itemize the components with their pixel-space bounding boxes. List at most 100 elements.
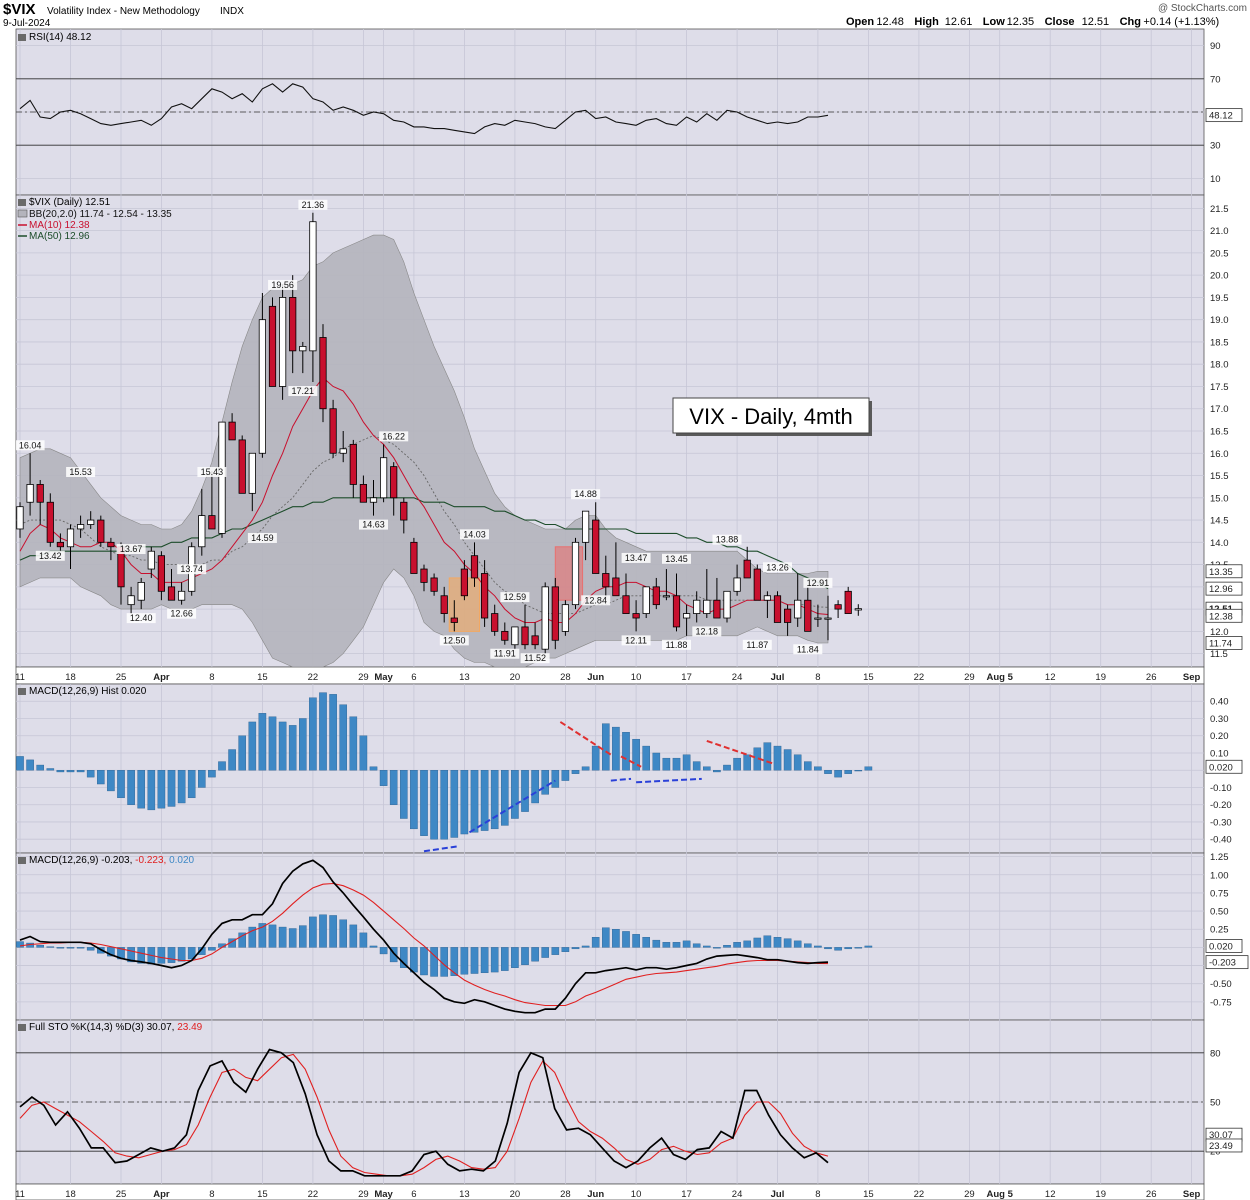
price-label-bg (621, 552, 651, 563)
ohlc-label-3: Close (1045, 16, 1075, 28)
chart-header: $VIX Volatility Index - New Methodology … (3, 1, 1247, 29)
macd-hist-bar (208, 947, 216, 951)
hist-bar (319, 692, 327, 771)
ohlc-value-0: 12.48 (876, 16, 904, 28)
price-label-bg (621, 635, 651, 646)
date-tick-label-bottom: 10 (631, 1189, 642, 1200)
hist-bar (218, 761, 226, 771)
date-tick-label: 11 (15, 672, 25, 683)
price-legend-bb: BB(20,2.0) 11.74 - 12.54 - 13.35 (29, 209, 172, 220)
legend-swatch (18, 34, 26, 41)
candle-body-down (470, 555, 479, 579)
panel-date-axis (15, 666, 1205, 685)
macd-hist-plot (16, 692, 873, 853)
price-1-tag: 12.96 (1209, 584, 1233, 595)
candle-body-down (501, 630, 509, 641)
ohlc-label-1: High (914, 16, 939, 28)
hist-y-tick: -0.10 (1210, 783, 1232, 794)
candle-body-up (683, 613, 691, 619)
candle (248, 452, 256, 512)
candle (97, 515, 105, 547)
hist-bar (783, 749, 792, 771)
macd-legend-part: -0.223, (132, 855, 166, 866)
candle-body-up (198, 515, 206, 548)
macd-hist-bar (763, 935, 772, 948)
macd-hist-bar (521, 947, 529, 966)
candle (309, 212, 317, 383)
legend-swatch (18, 857, 26, 864)
candle-body-down (844, 590, 852, 614)
price-data-label: 11.52 (524, 653, 546, 663)
macd-1-tag: -0.203 (1209, 958, 1236, 969)
candle (834, 600, 842, 619)
price-data-label: 19.56 (271, 280, 294, 290)
macd-hist-bar (490, 947, 499, 973)
macd-hist-bar (783, 938, 792, 948)
ma50-line (19, 497, 829, 590)
hist-bar (248, 721, 257, 771)
candle (480, 560, 489, 627)
hist-bar (56, 770, 65, 773)
macd-hist-bar (723, 945, 731, 948)
legend-swatch (18, 688, 26, 695)
hist-bar (96, 770, 105, 785)
macd-hist-bar (16, 941, 24, 948)
candle-body-down (36, 484, 44, 503)
date-tick-label-bottom: Jul (771, 1189, 785, 1200)
price-label-bg (712, 534, 742, 545)
macd-hist-bar (177, 947, 186, 962)
hist-bar (450, 770, 459, 838)
date-tick-label-bottom: Apr (153, 1189, 170, 1200)
candle-body-up (642, 586, 650, 614)
date-tick-label: 20 (510, 672, 521, 683)
hist-bar (602, 723, 610, 771)
macd-hist-bar (288, 928, 297, 948)
candle (602, 555, 610, 601)
macd-hist-bar (278, 926, 287, 948)
date-tick-label-bottom: 8 (209, 1189, 214, 1200)
candle-body-up (299, 345, 307, 352)
macd-hist-bar (652, 939, 661, 948)
date-tick-label: Jun (587, 672, 604, 683)
trend-line-6 (468, 779, 556, 834)
macd-hist-bar (299, 925, 307, 948)
candle (662, 569, 671, 601)
macd-hist-bar (581, 945, 590, 948)
date-tick-label-bottom: 22 (914, 1189, 925, 1200)
macd-hist-bar (692, 943, 701, 948)
price-y-tick: 16.5 (1210, 427, 1229, 438)
candle-body-up (379, 457, 388, 499)
candle (258, 292, 267, 458)
candle-body-down (167, 586, 176, 601)
candle-body-up (248, 452, 256, 494)
candle-body-up (258, 319, 267, 454)
price-y-tick: 16.0 (1210, 449, 1229, 460)
macd-hist-bar (804, 943, 812, 948)
panel-bottom-axis (15, 1183, 1205, 1200)
macd-hist-bar (632, 934, 640, 948)
trend-line-5 (423, 845, 460, 853)
macd-y-tick: 0.25 (1210, 925, 1229, 936)
date-tick-label: 12 (1045, 672, 1056, 683)
hist-bar (713, 770, 721, 773)
macd-hist-bar (258, 923, 267, 948)
price-data-label: 12.18 (696, 626, 719, 636)
candle (410, 537, 418, 574)
hist-bar (692, 761, 701, 771)
rsi-y-tick: 10 (1210, 174, 1221, 185)
candle-body-up (309, 221, 317, 352)
hist-bar (187, 770, 196, 799)
hist-bar (662, 757, 671, 771)
macd-hist-bar (309, 916, 317, 948)
price-label-bg (581, 595, 611, 606)
date-tick-label-bottom: Jun (587, 1189, 604, 1200)
macd-y-tick: -0.50 (1210, 979, 1232, 990)
macd-legend-part: MACD(12,26,9) -0.203, (29, 855, 132, 866)
hist-y-tick: 0.10 (1210, 748, 1229, 759)
date-tick-label-bottom: Aug 5 (987, 1189, 1014, 1200)
candle (430, 573, 438, 596)
candle-body-down (390, 466, 398, 499)
macd-hist-bar (430, 947, 438, 977)
macd-hist-bar (591, 937, 600, 948)
